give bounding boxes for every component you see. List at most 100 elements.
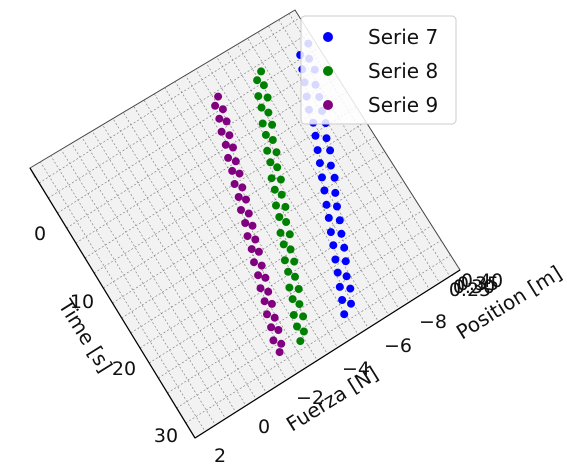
data-point xyxy=(269,336,278,345)
data-point xyxy=(235,169,244,178)
z-tick-label: 0.30 xyxy=(453,276,495,298)
grid-line-time xyxy=(167,224,433,394)
data-point xyxy=(261,130,270,139)
data-point xyxy=(254,271,263,280)
data-point xyxy=(272,201,280,210)
data-point xyxy=(324,213,333,222)
data-point xyxy=(290,257,299,266)
data-point xyxy=(286,245,295,254)
x-tick-label: 30 xyxy=(154,425,178,447)
grid-line-time xyxy=(66,59,332,229)
data-point xyxy=(320,186,329,195)
data-point xyxy=(329,241,338,250)
data-point xyxy=(267,323,276,332)
grid-line-time xyxy=(139,179,406,349)
legend-label-serie-9: Serie 9 xyxy=(368,93,438,117)
series-9 xyxy=(211,92,286,357)
grid-line-time xyxy=(75,74,341,244)
data-point xyxy=(267,174,276,183)
data-point xyxy=(280,256,289,265)
data-point xyxy=(272,148,281,157)
data-point xyxy=(218,105,227,114)
data-point xyxy=(282,218,291,226)
data-point xyxy=(281,202,290,211)
data-point xyxy=(294,285,303,293)
data-point xyxy=(241,219,250,227)
legend-marker-serie-9 xyxy=(323,100,333,110)
data-point xyxy=(288,295,297,304)
data-point xyxy=(313,146,322,155)
x-tick-label: 10 xyxy=(70,291,94,313)
data-point xyxy=(256,284,265,293)
data-point xyxy=(264,108,273,117)
data-point xyxy=(273,163,282,172)
data-point xyxy=(222,117,231,126)
data-point xyxy=(335,282,344,291)
grid-line-fuerza xyxy=(223,45,389,316)
data-point xyxy=(341,257,350,266)
data-point xyxy=(225,131,234,140)
data-point xyxy=(326,228,335,237)
grid-line-fuerza xyxy=(80,135,247,406)
data-point xyxy=(299,327,308,336)
y-tick-label: −2 xyxy=(296,387,324,409)
data-point xyxy=(322,134,331,143)
grid-line-fuerza xyxy=(162,83,328,355)
grid-line-fuerza xyxy=(264,19,430,290)
data-point xyxy=(228,166,237,175)
legend-label-serie-8: Serie 8 xyxy=(368,59,438,83)
data-point xyxy=(250,258,258,267)
data-point xyxy=(259,81,268,90)
data-point xyxy=(211,101,220,110)
grid-line-fuerza xyxy=(141,96,308,368)
data-point xyxy=(276,228,285,237)
data-point xyxy=(296,337,305,346)
y-tick-label: −6 xyxy=(384,335,412,357)
data-point xyxy=(335,216,344,225)
data-point xyxy=(326,161,335,170)
grid-line-fuerza xyxy=(243,32,410,303)
data-point xyxy=(268,136,277,144)
grid-line-fuerza xyxy=(182,70,349,342)
y-tick-label: −4 xyxy=(342,358,370,380)
legend-marker-serie-7 xyxy=(323,32,333,42)
grid-line-time xyxy=(185,254,451,424)
legend-label-serie-7: Serie 7 xyxy=(368,25,438,49)
data-point xyxy=(263,146,272,155)
data-point xyxy=(326,146,335,155)
grid-line-fuerza xyxy=(152,90,318,361)
legend-marker-serie-8 xyxy=(323,66,333,76)
data-point xyxy=(221,140,230,149)
data-point xyxy=(217,127,226,136)
data-point xyxy=(331,188,340,197)
data-point xyxy=(311,131,320,140)
data-point xyxy=(238,183,247,192)
data-point xyxy=(295,300,304,309)
grid-line-fuerza xyxy=(213,51,379,322)
data-point xyxy=(234,193,243,201)
grid-line-fuerza xyxy=(101,122,267,393)
data-point xyxy=(237,206,245,214)
data-point xyxy=(268,120,277,129)
data-point xyxy=(260,297,269,306)
data-point xyxy=(276,175,285,184)
legend: Serie 7 Serie 8 Serie 9 xyxy=(300,15,457,125)
data-point xyxy=(340,310,349,319)
data-point xyxy=(251,235,260,244)
data-point xyxy=(263,93,272,102)
grid-line-fuerza xyxy=(70,141,237,413)
data-point xyxy=(340,243,349,252)
data-point xyxy=(242,195,250,204)
data-point xyxy=(270,313,279,322)
data-point xyxy=(277,190,286,199)
y-axis-line xyxy=(194,269,461,439)
data-point xyxy=(274,326,283,334)
y-tick-label: 0 xyxy=(258,416,270,438)
data-point xyxy=(293,322,301,331)
z-tick-label: 0.35 xyxy=(457,273,499,295)
data-point xyxy=(347,299,355,308)
data-point xyxy=(285,230,294,239)
data-point xyxy=(279,240,288,249)
data-point xyxy=(318,173,326,182)
